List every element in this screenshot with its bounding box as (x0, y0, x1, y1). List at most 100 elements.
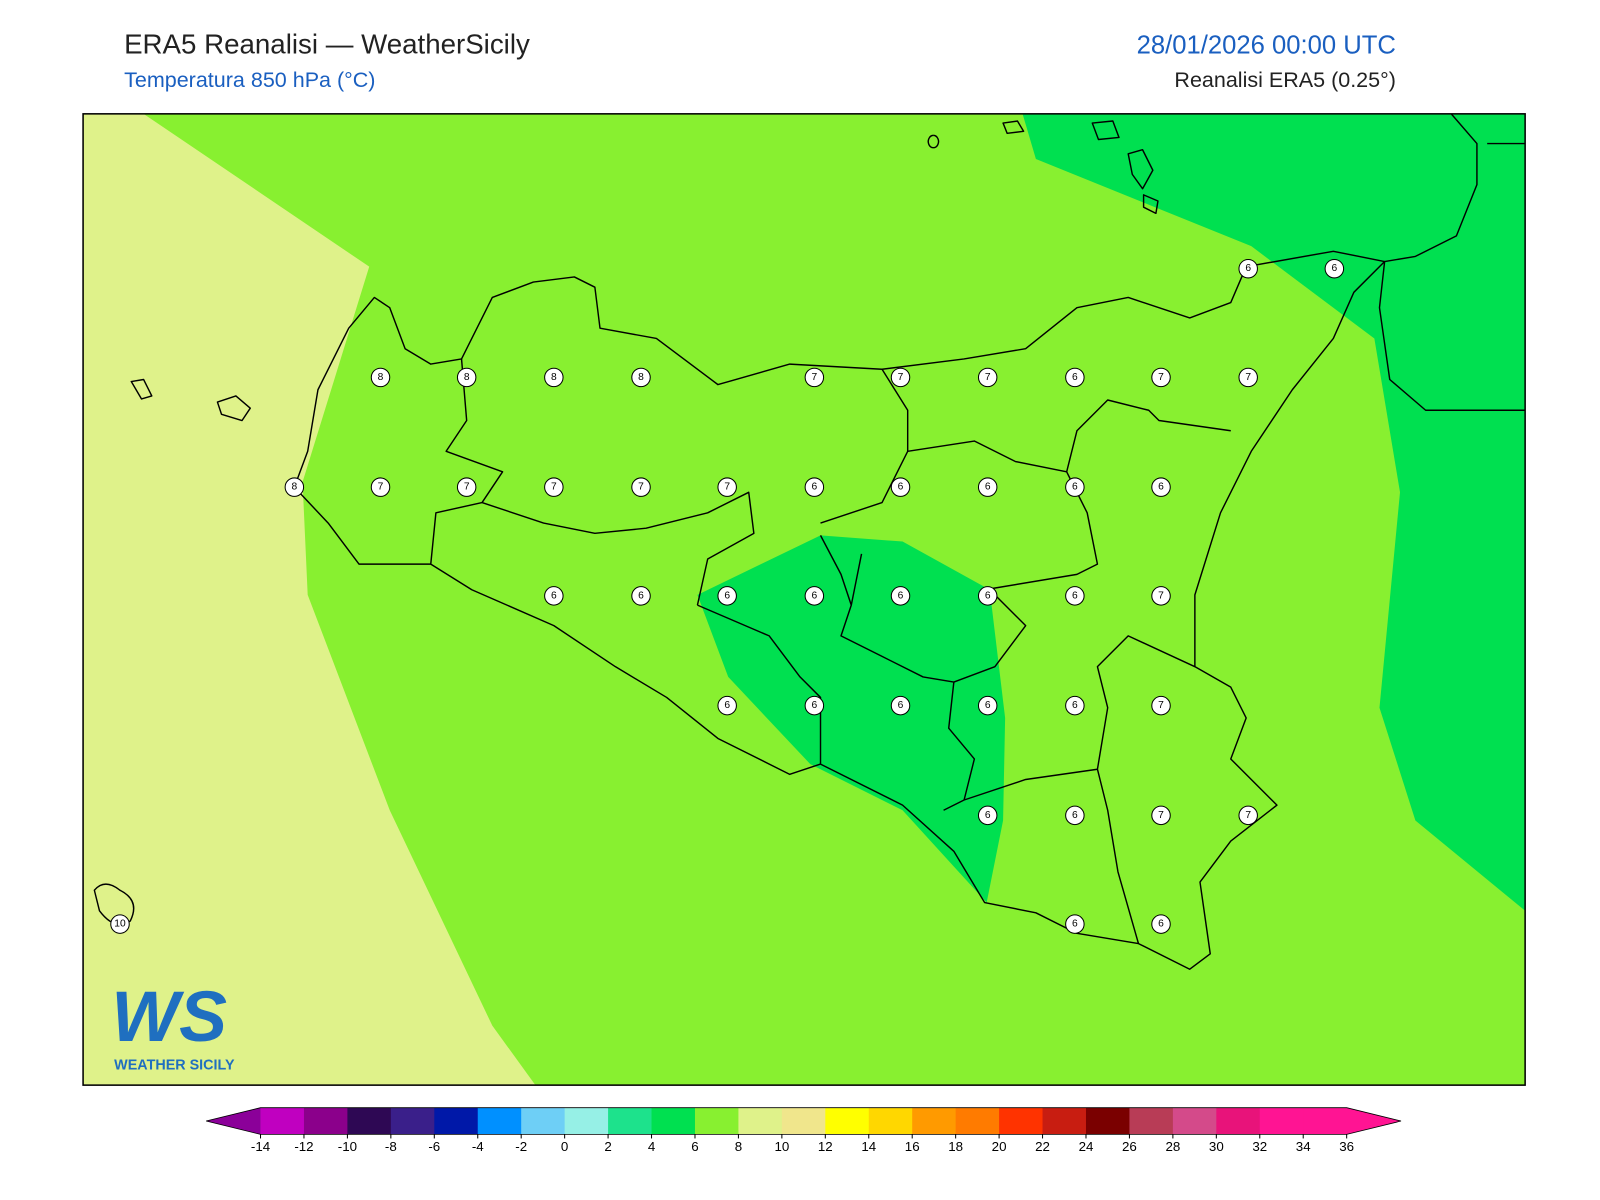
station-marker (977, 805, 998, 826)
station-marker (631, 367, 651, 388)
station-marker (1151, 586, 1171, 606)
colorbar-bin (1216, 1107, 1261, 1135)
colorbar-tick-label: -12 (294, 1139, 313, 1154)
station-marker (977, 586, 998, 606)
colorbar-tick-label: 14 (861, 1139, 876, 1154)
colorbar-tick-label: 6 (691, 1139, 698, 1154)
station-marker (1151, 805, 1171, 826)
colorbar-bin (1085, 1107, 1130, 1135)
station-marker (1151, 477, 1171, 497)
logo-name: WEATHER SICILY (114, 1058, 235, 1074)
field-8-10 (83, 113, 536, 1086)
colorbar-tick-label: -8 (385, 1139, 397, 1154)
station-value: 7 (1158, 700, 1164, 711)
station-marker (1151, 914, 1171, 934)
station-value: 7 (464, 482, 470, 493)
station-value: 6 (1158, 919, 1164, 930)
station-value: 6 (1072, 700, 1078, 711)
station-value: 6 (812, 700, 818, 711)
station-value: 8 (551, 372, 557, 383)
station-value: 7 (812, 372, 818, 383)
station-marker (544, 586, 564, 606)
subtitle: Temperatura 850 hPa (°C) (124, 68, 375, 92)
colorbar-bin (1259, 1107, 1304, 1135)
station-value: 7 (1158, 590, 1164, 601)
colorbar-bin (477, 1107, 522, 1135)
colorbar-tick-label: 36 (1339, 1139, 1354, 1154)
valid-time: 28/01/2026 00:00 UTC (1137, 31, 1396, 59)
colorbar-bin (1172, 1107, 1217, 1135)
station-value: 6 (1072, 919, 1078, 930)
colorbar-tick-label: -10 (338, 1139, 357, 1154)
colorbar-bin (825, 1107, 870, 1135)
station-marker (370, 477, 391, 497)
colorbar-under (206, 1107, 261, 1135)
station-marker (544, 477, 564, 497)
station-marker (977, 695, 998, 716)
station-marker (544, 367, 564, 388)
station-value: 6 (985, 700, 991, 711)
station-value: 6 (898, 700, 904, 711)
station-value: 6 (551, 590, 557, 601)
station-marker (977, 367, 998, 388)
colorbar-bin (564, 1107, 609, 1135)
station-marker (804, 695, 825, 716)
colorbar-tick-label: 32 (1252, 1139, 1267, 1154)
station-marker (1065, 586, 1085, 606)
colorbar-bin (999, 1107, 1044, 1135)
station-marker (890, 367, 911, 388)
station-marker (1065, 914, 1085, 934)
colorbar-tick-label: 16 (905, 1139, 920, 1154)
colorbar-bin (521, 1107, 566, 1135)
station-value: 7 (898, 372, 904, 383)
colorbar-tick-label: 30 (1209, 1139, 1224, 1154)
field-4-6 (697, 535, 1006, 903)
station-marker (1065, 367, 1085, 388)
colorbar-bin (1042, 1107, 1087, 1135)
islands (93, 120, 1159, 926)
colorbar-tick-label: 18 (948, 1139, 963, 1154)
station-marker (456, 477, 477, 497)
station-value: 6 (724, 700, 730, 711)
colorbar-tick-label: 4 (648, 1139, 656, 1154)
station-marker (1065, 805, 1085, 826)
station-value: 6 (985, 482, 991, 493)
station-value: 7 (1245, 810, 1251, 821)
colorbar: -14 -12 -10 -8 -6 -4 -2 0 2 4 6 8 10 12 14 16 18 20 22 24 26… (206, 1107, 1402, 1154)
station-marker (804, 477, 825, 497)
station-layer: 6 6 8 8 8 8 7 7 7 6 7 7 8 7 7 7 7 7 6 6 6 6 6 6 6 6 6 6 6 6 7 6 6 6 6 6 7 6 6 7… (110, 258, 1345, 934)
station-marker (804, 367, 825, 388)
station-value: 6 (724, 590, 730, 601)
station-value: 6 (1332, 263, 1338, 274)
station-marker (1238, 258, 1258, 279)
station-marker (1238, 367, 1258, 388)
colorbar-tick-label: 2 (604, 1139, 611, 1154)
station-value: 8 (638, 372, 644, 383)
station-value: 6 (1072, 372, 1078, 383)
station-value: 6 (898, 482, 904, 493)
colorbar-bin (781, 1107, 826, 1135)
colorbar-tick-label: -14 (251, 1139, 271, 1154)
station-marker (717, 586, 737, 606)
station-marker (370, 367, 391, 388)
colorbar-bin (608, 1107, 653, 1135)
coastline (293, 250, 1386, 970)
calabria-coast (1378, 113, 1526, 411)
station-value: 6 (1072, 810, 1078, 821)
colorbar-bin (434, 1107, 479, 1135)
province-borders (430, 358, 1231, 944)
colorbar-bin (955, 1107, 1000, 1135)
source: Reanalisi ERA5 (0.25°) (1174, 68, 1395, 92)
station-marker (1324, 258, 1345, 279)
station-value: 10 (114, 919, 126, 930)
station-value: 6 (638, 590, 644, 601)
colorbar-bin (651, 1107, 696, 1135)
station-marker (804, 586, 825, 606)
station-value: 6 (812, 590, 818, 601)
station-value: 6 (1245, 263, 1251, 274)
colorbar-bin (1129, 1107, 1174, 1135)
map-area (83, 113, 1526, 1086)
station-marker (110, 914, 130, 934)
